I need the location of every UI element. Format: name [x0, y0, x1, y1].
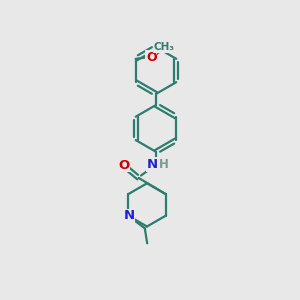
Text: N: N: [147, 158, 158, 171]
Text: O: O: [146, 51, 157, 64]
Text: N: N: [123, 209, 134, 222]
Text: CH₃: CH₃: [154, 42, 175, 52]
Text: H: H: [159, 158, 168, 171]
Text: O: O: [118, 158, 129, 172]
